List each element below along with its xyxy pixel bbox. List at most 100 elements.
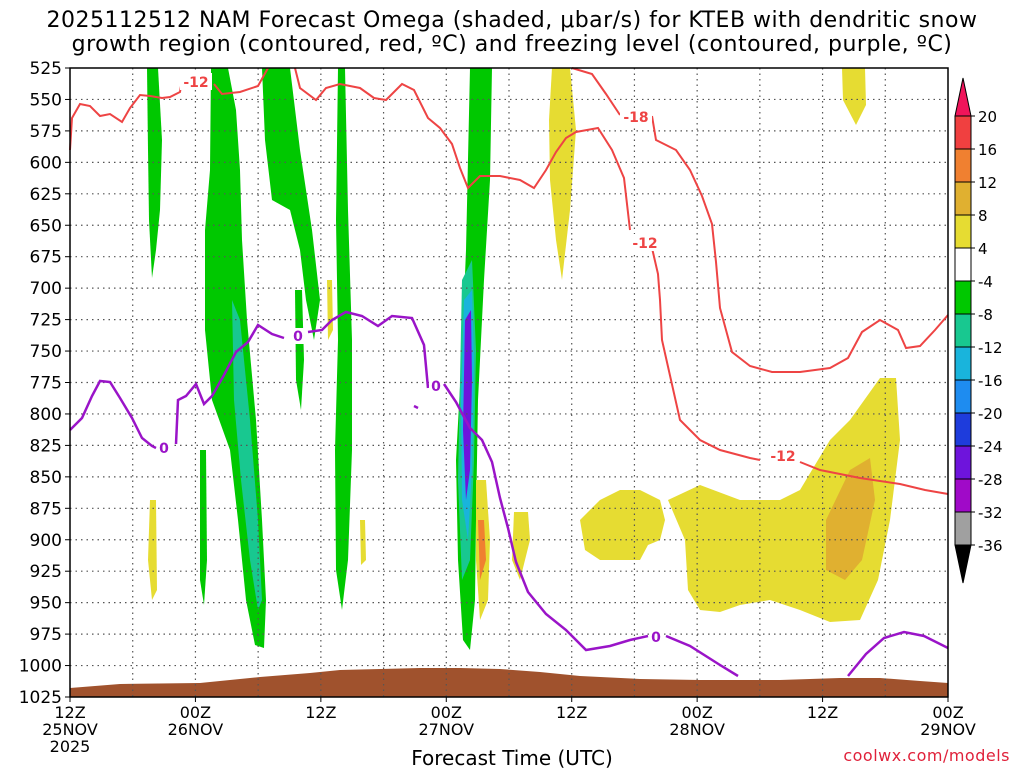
- omega-band: [295, 290, 304, 410]
- purple-contour-label: 0: [159, 441, 169, 457]
- omega-band: [842, 68, 866, 125]
- omega-band: [478, 520, 486, 580]
- colorbar-arrow-bottom: [954, 544, 972, 584]
- purple-contour: [413, 404, 419, 410]
- colorbar-label: 4: [978, 240, 988, 258]
- purple-contour: [665, 634, 739, 678]
- colorbar-swatch: [954, 346, 972, 381]
- omega-band: [463, 310, 472, 500]
- x-tick-label: 12Z: [54, 703, 85, 722]
- red-contour: [651, 115, 949, 373]
- y-tick-label: 800: [30, 405, 62, 425]
- purple-contour: [307, 310, 430, 389]
- red-contour: [294, 67, 631, 231]
- y-tick-label: 1000: [19, 657, 62, 677]
- colorbar-swatch: [954, 412, 972, 447]
- dgz-contours: [69, 67, 949, 495]
- purple-contour-label: 0: [651, 630, 661, 646]
- purple-contour: [69, 379, 157, 450]
- colorbar-swatch: [954, 148, 972, 183]
- contour-label-bg: [620, 108, 652, 125]
- colorbar-arrow-top: [954, 77, 972, 117]
- red-contour: [571, 67, 621, 116]
- y-axis: 525 550 575 600 625 650 675 700 725 750 775 800 825 8…: [19, 59, 70, 708]
- omega-band: [360, 520, 366, 565]
- colorbar-swatch: [954, 280, 972, 315]
- omega-band: [200, 450, 207, 605]
- colorbar-swatch: [954, 247, 972, 282]
- omega-band: [335, 68, 352, 610]
- omega-band: [262, 68, 320, 340]
- purple-contour: [847, 630, 949, 677]
- y-tick-label: 950: [30, 594, 62, 614]
- colorbar-label: 8: [978, 207, 988, 225]
- credit-text: coolwx.com/models: [843, 746, 1010, 765]
- omega-band: [826, 458, 875, 580]
- purple-contour-label: 0: [293, 329, 303, 345]
- y-tick-label: 1025: [19, 688, 62, 708]
- y-tick-label: 625: [30, 185, 62, 205]
- x-tick-label: 12Z: [556, 703, 587, 722]
- colorbar-label: -4: [978, 273, 993, 291]
- y-tick-label: 925: [30, 562, 62, 582]
- colorbar-swatch: [954, 115, 972, 150]
- contour-label-bg: [767, 447, 799, 464]
- contour-label-bg: [180, 73, 212, 90]
- purple-contour: [174, 323, 285, 445]
- colorbar-swatch: [954, 313, 972, 348]
- contour-labels: -12 -18 -12 -12 0 0 0 0: [157, 73, 799, 646]
- red-contour: [651, 247, 761, 461]
- x-tick-label: 00Z: [431, 703, 462, 722]
- colorbar-swatch: [954, 445, 972, 480]
- omega-band: [327, 280, 333, 340]
- omega-shading: [147, 68, 900, 650]
- y-tick-label: 675: [30, 248, 62, 268]
- red-contour-label: -12: [632, 236, 657, 252]
- x-tick-label: 28NOV: [669, 720, 725, 739]
- y-tick-label: 750: [30, 342, 62, 362]
- colorbar-swatch: [954, 181, 972, 216]
- colorbar-label: -24: [978, 438, 1003, 456]
- colorbar-label: -36: [978, 537, 1003, 555]
- x-tick-label: 12Z: [807, 703, 838, 722]
- x-tick-label: 00Z: [681, 703, 712, 722]
- x-axis-title: Forecast Time (UTC): [411, 746, 613, 770]
- omega-band: [232, 300, 262, 610]
- y-tick-label: 525: [30, 59, 62, 79]
- terrain-fill: [70, 668, 948, 697]
- y-tick-label: 600: [30, 153, 62, 173]
- contour-label-bg: [629, 234, 661, 251]
- colorbar-label: -16: [978, 372, 1003, 390]
- x-tick-label: 26NOV: [168, 720, 224, 739]
- omega-band: [147, 68, 162, 278]
- colorbar-label: 20: [978, 108, 997, 126]
- y-tick-label: 550: [30, 90, 62, 110]
- x-tick-label: 00Z: [180, 703, 211, 722]
- colorbar-label: -32: [978, 504, 1003, 522]
- purple-contour-label: 0: [431, 379, 441, 395]
- chart-title-line2: growth region (contoured, red, ºC) and f…: [71, 32, 953, 57]
- purple-contour: [442, 383, 649, 652]
- colorbar-label: -20: [978, 405, 1003, 423]
- x-tick-label: 00Z: [932, 703, 963, 722]
- colorbar-swatch: [954, 214, 972, 249]
- y-tick-label: 575: [30, 122, 62, 142]
- x-tick-label: 27NOV: [418, 720, 474, 739]
- contour-label-bg: [291, 328, 305, 344]
- red-contour: [69, 79, 183, 151]
- colorbar-label: 12: [978, 174, 997, 192]
- colorbar-label: -8: [978, 306, 993, 324]
- y-tick-label: 825: [30, 436, 62, 456]
- x-tick-label: 25NOV: [42, 720, 98, 739]
- colorbar-label: 16: [978, 141, 997, 159]
- y-tick-label: 700: [30, 279, 62, 299]
- y-tick-label: 975: [30, 625, 62, 645]
- freezing-level-contours: [69, 310, 949, 678]
- colorbar: 20 16 12 8 4 -4 -8 -12 -16 -20 -24 -28 -32 -36: [954, 77, 1003, 584]
- chart-title-line1: 2025112512 NAM Forecast Omega (shaded, μ…: [46, 8, 978, 33]
- omega-band: [580, 490, 665, 560]
- chart-grid: [70, 68, 948, 697]
- y-tick-label: 875: [30, 499, 62, 519]
